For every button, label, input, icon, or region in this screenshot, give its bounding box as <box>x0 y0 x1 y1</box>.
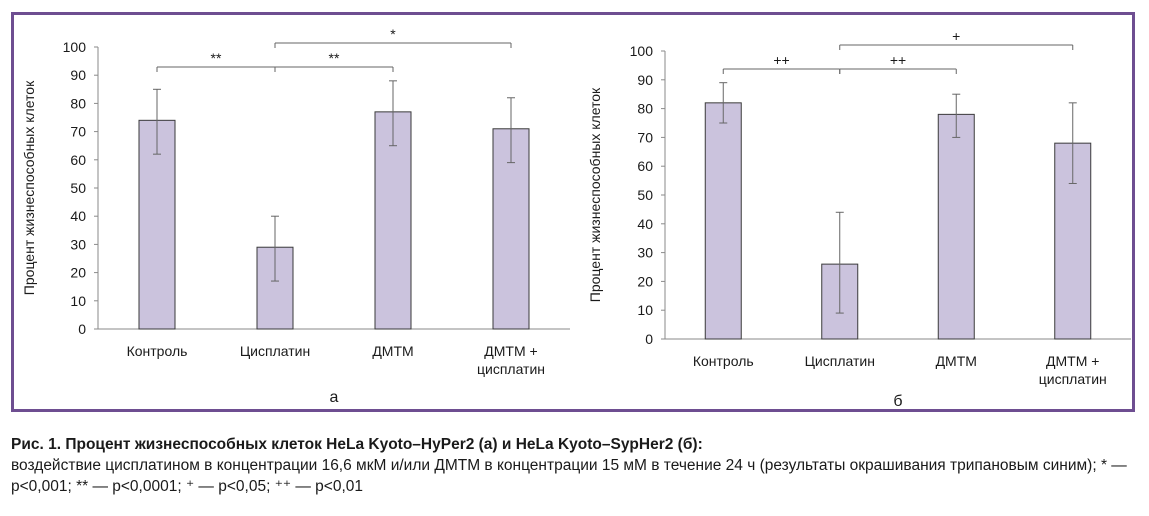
y-tick-label: 80 <box>637 101 653 117</box>
x-tick-label: Цисплатин <box>240 343 310 359</box>
y-tick-label: 100 <box>63 39 87 55</box>
significance-label: + <box>952 28 960 44</box>
x-tick-label: Контроль <box>127 343 188 359</box>
y-tick-label: 40 <box>637 216 653 232</box>
y-tick-label: 0 <box>78 321 86 337</box>
bar <box>138 119 176 330</box>
y-tick-label: 70 <box>637 129 653 145</box>
caption-body: воздействие цисплатином в концентрации 1… <box>11 457 1127 495</box>
significance-label: ++ <box>890 52 906 68</box>
y-tick-label: 70 <box>70 124 86 140</box>
y-tick-label: 30 <box>70 236 86 252</box>
figure-frame: 0 10 20 30 40 50 60 70 80 90 100 Процент жизнеспосо… <box>11 12 1135 412</box>
y-tick-label: 90 <box>637 72 653 88</box>
y-tick-label: 80 <box>70 95 86 111</box>
y-tick-label: 0 <box>645 331 653 347</box>
x-tick-label: Цисплатин <box>805 353 875 369</box>
panel-label: а <box>330 389 339 406</box>
x-tick-label: ДМТМ <box>372 343 413 359</box>
y-tick-label: 20 <box>70 265 86 281</box>
y-tick-label: 30 <box>637 245 653 261</box>
bar <box>704 102 742 340</box>
significance-label: ++ <box>773 52 789 68</box>
significance-label: * <box>390 26 396 42</box>
panel-label: б <box>893 393 902 409</box>
significance-label: ** <box>329 50 340 66</box>
y-tick-label: 90 <box>70 67 86 83</box>
bar <box>937 113 975 340</box>
y-tick-label: 60 <box>637 158 653 174</box>
x-tick-label: ДМТМ + <box>1046 353 1099 369</box>
x-tick-label: Контроль <box>693 353 754 369</box>
bar <box>374 111 412 330</box>
y-tick-label: 60 <box>70 152 86 168</box>
y-tick-label: 50 <box>637 187 653 203</box>
x-tick-label: ДМТМ <box>936 353 977 369</box>
y-tick-label: 100 <box>630 43 654 59</box>
x-tick-label: цисплатин <box>477 361 545 377</box>
y-tick-label: 10 <box>637 302 653 318</box>
y-tick-label: 50 <box>70 180 86 196</box>
significance-label: ** <box>211 50 222 66</box>
y-axis-label: Процент жизнеспособных клеток <box>587 87 603 302</box>
y-tick-label: 10 <box>70 293 86 309</box>
x-tick-label: цисплатин <box>1039 371 1107 387</box>
y-tick-label: 20 <box>637 273 653 289</box>
y-tick-label: 40 <box>70 208 86 224</box>
y-axis-label: Процент жизнеспособных клеток <box>21 80 37 295</box>
x-tick-label: ДМТМ + <box>484 343 537 359</box>
caption-title: Рис. 1. Процент жизнеспособных клеток He… <box>11 436 703 453</box>
